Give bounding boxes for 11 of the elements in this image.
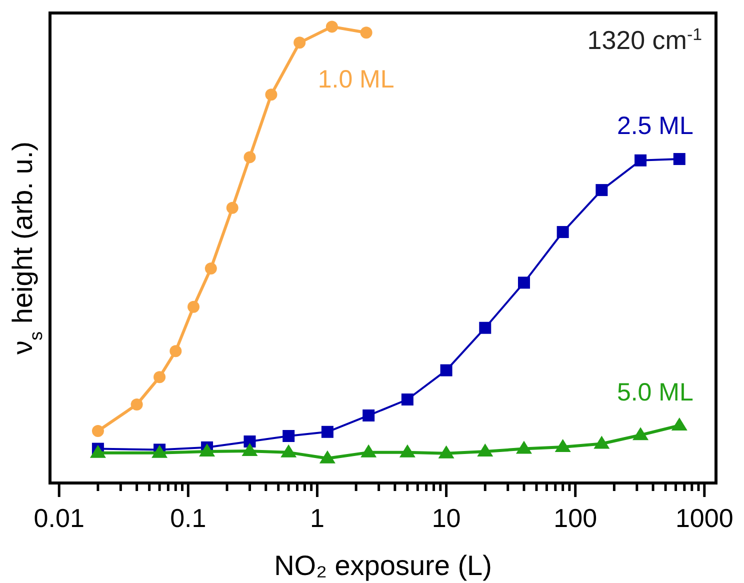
series-label: 5.0 ML — [616, 378, 694, 407]
x-axis-title: NO₂ exposure (L) — [274, 550, 492, 581]
x-tick-label: 10 — [432, 503, 461, 533]
x-tick-label: 0.01 — [34, 503, 84, 533]
series-label: 1.0 ML — [318, 66, 394, 94]
series-label: 2.5 ML — [616, 112, 694, 140]
x-tick-label: 1 — [310, 503, 324, 533]
x-tick-label: 1000 — [675, 503, 734, 533]
x-tick-label: 100 — [554, 503, 598, 533]
annotation: 1320 cm$^{-1}$ — [587, 24, 702, 55]
x-tick-label: 0.1 — [170, 503, 206, 533]
